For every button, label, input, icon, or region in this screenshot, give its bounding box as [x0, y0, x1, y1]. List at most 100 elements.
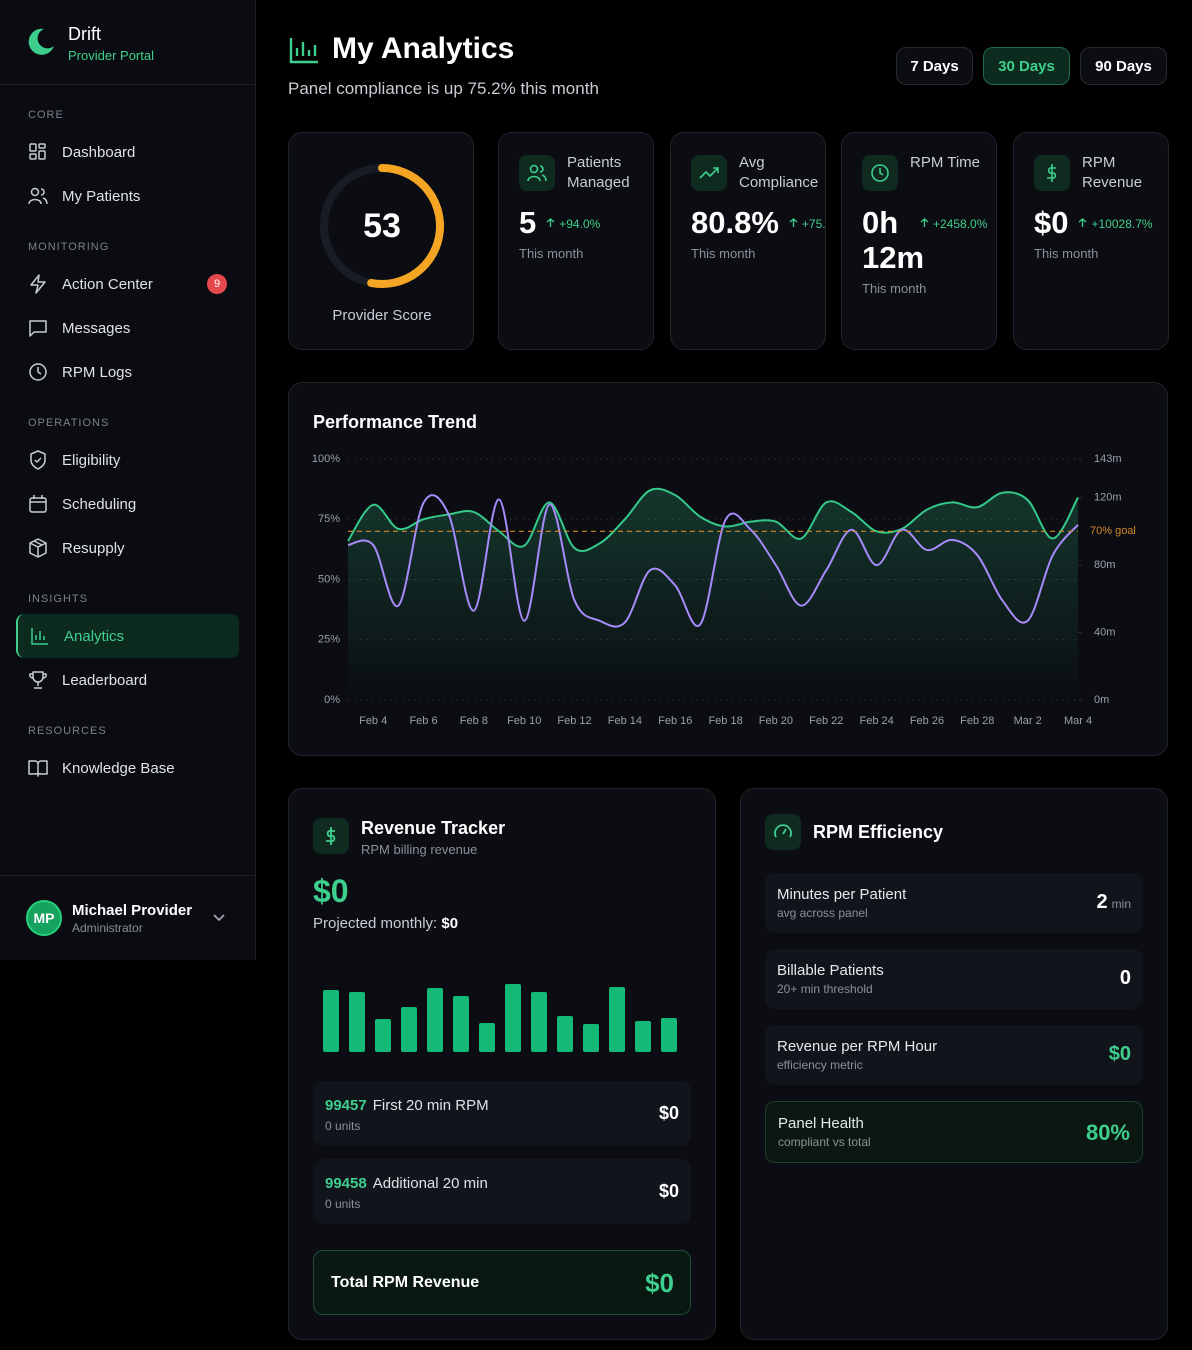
x-tick-label: Feb 26: [910, 715, 944, 727]
metric-label: Panel Health: [778, 1115, 864, 1132]
stat-icon: [862, 155, 898, 191]
stat-label: Avg Compliance: [739, 154, 819, 191]
total-row: Total RPM Revenue $0: [313, 1250, 691, 1315]
trend-chart: 0% 25% 50% 75% 100% 0m 40m 80m 120m 143m Feb 4 Feb …: [312, 453, 1136, 727]
revenue-bar: [375, 1019, 391, 1052]
stat-change-text: +94.0%: [559, 217, 601, 231]
metric-value-wrap: 2 min: [1097, 891, 1131, 914]
code-amount: $0: [658, 1103, 679, 1123]
stat-change: +2458.0%: [920, 217, 987, 231]
nav-label: Analytics: [64, 627, 125, 645]
section-title: MONITORING: [28, 241, 110, 253]
stat-period: This month: [519, 246, 584, 261]
stat-card: RPM Revenue $0 +10028.7% This month: [1013, 132, 1169, 350]
brand-subtitle: Provider Portal: [68, 48, 154, 63]
user-role: Administrator: [72, 921, 143, 935]
brand-logo: [28, 28, 54, 55]
stat-change-text: +75.2%: [801, 217, 826, 231]
y2-tick-label: 40m: [1094, 626, 1115, 638]
metric-sublabel: compliant vs total: [778, 1135, 871, 1149]
stat-icon: [519, 155, 555, 191]
nav-item[interactable]: Messages: [16, 306, 239, 350]
x-tick-label: Feb 18: [708, 715, 742, 727]
efficiency-icon: [765, 814, 801, 850]
sidebar: Drift Provider Portal CORE Dashboard My Pa…: [0, 0, 256, 960]
stat-change: +10028.7%: [1078, 217, 1153, 231]
stat-change-text: +2458.0%: [933, 217, 988, 231]
metric-value: 80%: [1085, 1120, 1130, 1145]
metric-label: Billable Patients: [777, 962, 884, 979]
goal-label: 70% goal: [1090, 525, 1136, 537]
stat-value: 80.8%: [691, 205, 779, 240]
stat-label: Patients Managed: [567, 154, 630, 191]
line: [347, 487, 1079, 552]
code-name: First 20 min RPM: [372, 1097, 489, 1114]
section-gap: [16, 218, 239, 232]
code-name: Additional 20 min: [372, 1175, 488, 1192]
metric-value: $0: [1108, 1043, 1131, 1065]
y-tick-label: 100%: [312, 453, 340, 465]
stat-icon: [1034, 155, 1070, 191]
nav-item[interactable]: RPM Logs: [16, 350, 239, 394]
code: 99458: [325, 1175, 367, 1192]
stat-value: 0h 12m: [862, 205, 925, 275]
chevron[interactable]: [212, 912, 226, 924]
nav-item[interactable]: Knowledge Base: [16, 746, 239, 790]
range-button[interactable]: 30 Days: [983, 47, 1070, 85]
metric-sublabel: avg across panel: [777, 906, 868, 920]
stat-change: +75.2%: [789, 217, 826, 231]
y2-tick-label: 80m: [1094, 559, 1115, 571]
brand-name: Drift: [68, 24, 101, 44]
projected-value: $0: [441, 915, 459, 932]
metric-label: Revenue per RPM Hour: [777, 1038, 938, 1055]
gauge-arc: [367, 164, 444, 288]
score-card: 53 Provider Score: [288, 132, 474, 350]
x-tick-label: Mar 4: [1064, 715, 1092, 727]
revenue-bar: [635, 1021, 651, 1052]
score-gauge: 53 Provider Score: [320, 164, 444, 324]
code-row: 99458 Additional 20 min 0 units $0: [313, 1159, 691, 1224]
range-button[interactable]: 90 Days: [1080, 47, 1167, 85]
score-value: 53: [363, 207, 401, 245]
section-title: OPERATIONS: [28, 417, 110, 429]
metric-unit: min: [1111, 897, 1131, 911]
x-tick-label: Mar 2: [1014, 715, 1042, 727]
nav-item[interactable]: Scheduling: [16, 482, 239, 526]
nav-label: RPM Logs: [62, 363, 133, 381]
score-label: Provider Score: [332, 307, 431, 324]
stat-row: 80.8% +75.2%: [691, 205, 826, 240]
efficiency-card: RPM Efficiency Minutes per Patient avg ac…: [740, 788, 1168, 1340]
nav-item[interactable]: Resupply: [16, 526, 239, 570]
title-icon: [289, 38, 318, 64]
x-tick-label: Feb 12: [557, 715, 591, 727]
nav: CORE Dashboard My Patients MONITORING Action…: [16, 100, 239, 790]
y-tick-label: 50%: [318, 573, 340, 585]
nav-item[interactable]: Action Center 9: [16, 262, 239, 306]
revenue-total: $0: [313, 873, 349, 909]
stat-card: Patients Managed 5 +94.0% This month: [498, 132, 654, 350]
y2-tick-label: 120m: [1094, 492, 1122, 504]
code-amount: $0: [658, 1181, 679, 1201]
x-tick-label: Feb 6: [409, 715, 437, 727]
revenue-bar: [531, 992, 547, 1052]
nav-item[interactable]: Analytics: [16, 614, 239, 658]
x-tick-label: Feb 16: [658, 715, 692, 727]
revenue-title: Revenue Tracker: [361, 818, 506, 838]
line: [347, 494, 1079, 628]
metric-value-wrap: 80%: [1086, 1120, 1130, 1146]
range-button[interactable]: 7 Days: [896, 47, 973, 85]
nav-item[interactable]: Dashboard: [16, 130, 239, 174]
metric-sublabel: efficiency metric: [777, 1058, 863, 1072]
nav-item[interactable]: Eligibility: [16, 438, 239, 482]
nav-item[interactable]: Leaderboard: [16, 658, 239, 702]
nav-item[interactable]: My Patients: [16, 174, 239, 218]
revenue-bar: [609, 987, 625, 1052]
y-tick-label: 75%: [318, 513, 340, 525]
x-tick-label: Feb 8: [460, 715, 488, 727]
revenue-card: Revenue Tracker RPM billing revenue $0 P…: [288, 788, 716, 1340]
x-tick-label: Feb 20: [759, 715, 793, 727]
stat-label: RPM Time: [910, 154, 981, 171]
section-gap: [16, 394, 239, 408]
code-units: 0 units: [325, 1119, 361, 1133]
